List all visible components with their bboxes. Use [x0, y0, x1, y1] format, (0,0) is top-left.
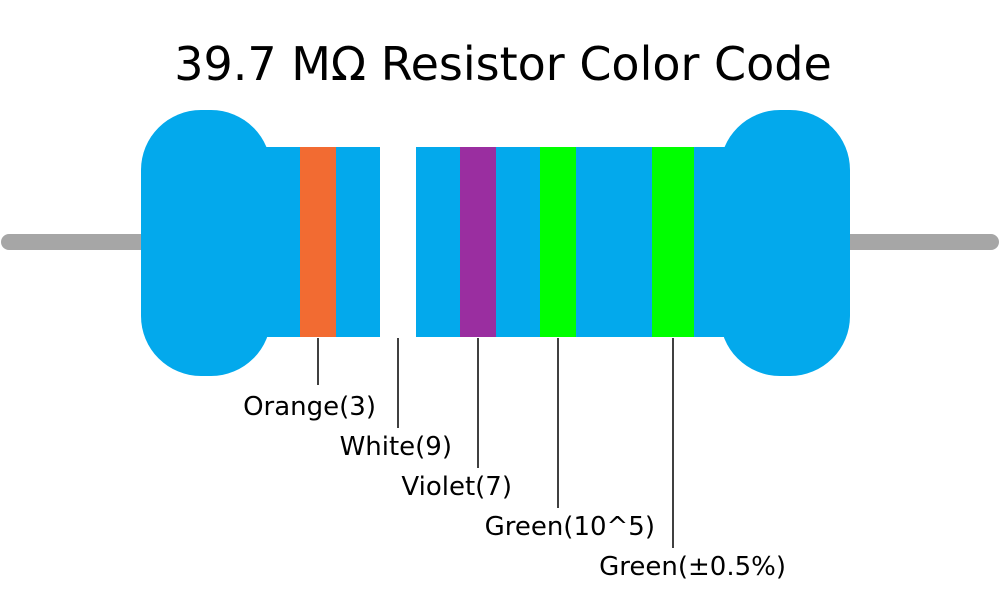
band-label-5: Green(±0.5%) [599, 552, 786, 582]
band-label-4: Green(10^5) [485, 512, 655, 542]
diagram-title: 39.7 MΩ Resistor Color Code [174, 37, 832, 91]
band-labels: Orange(3) White(9) Violet(7) Green(10^5) Gre… [243, 392, 786, 582]
band-label-1: Orange(3) [243, 392, 376, 422]
band-label-3: Violet(7) [401, 472, 512, 502]
leader-lines [317, 338, 674, 548]
color-bands [300, 147, 694, 337]
color-band-2 [380, 147, 416, 337]
color-band-5 [652, 147, 694, 337]
color-band-4 [540, 147, 576, 337]
band-label-2: White(9) [340, 432, 452, 462]
color-band-1 [300, 147, 336, 337]
color-band-3 [460, 147, 496, 337]
resistor-right-cap [720, 110, 850, 376]
resistor-left-cap [141, 110, 271, 376]
